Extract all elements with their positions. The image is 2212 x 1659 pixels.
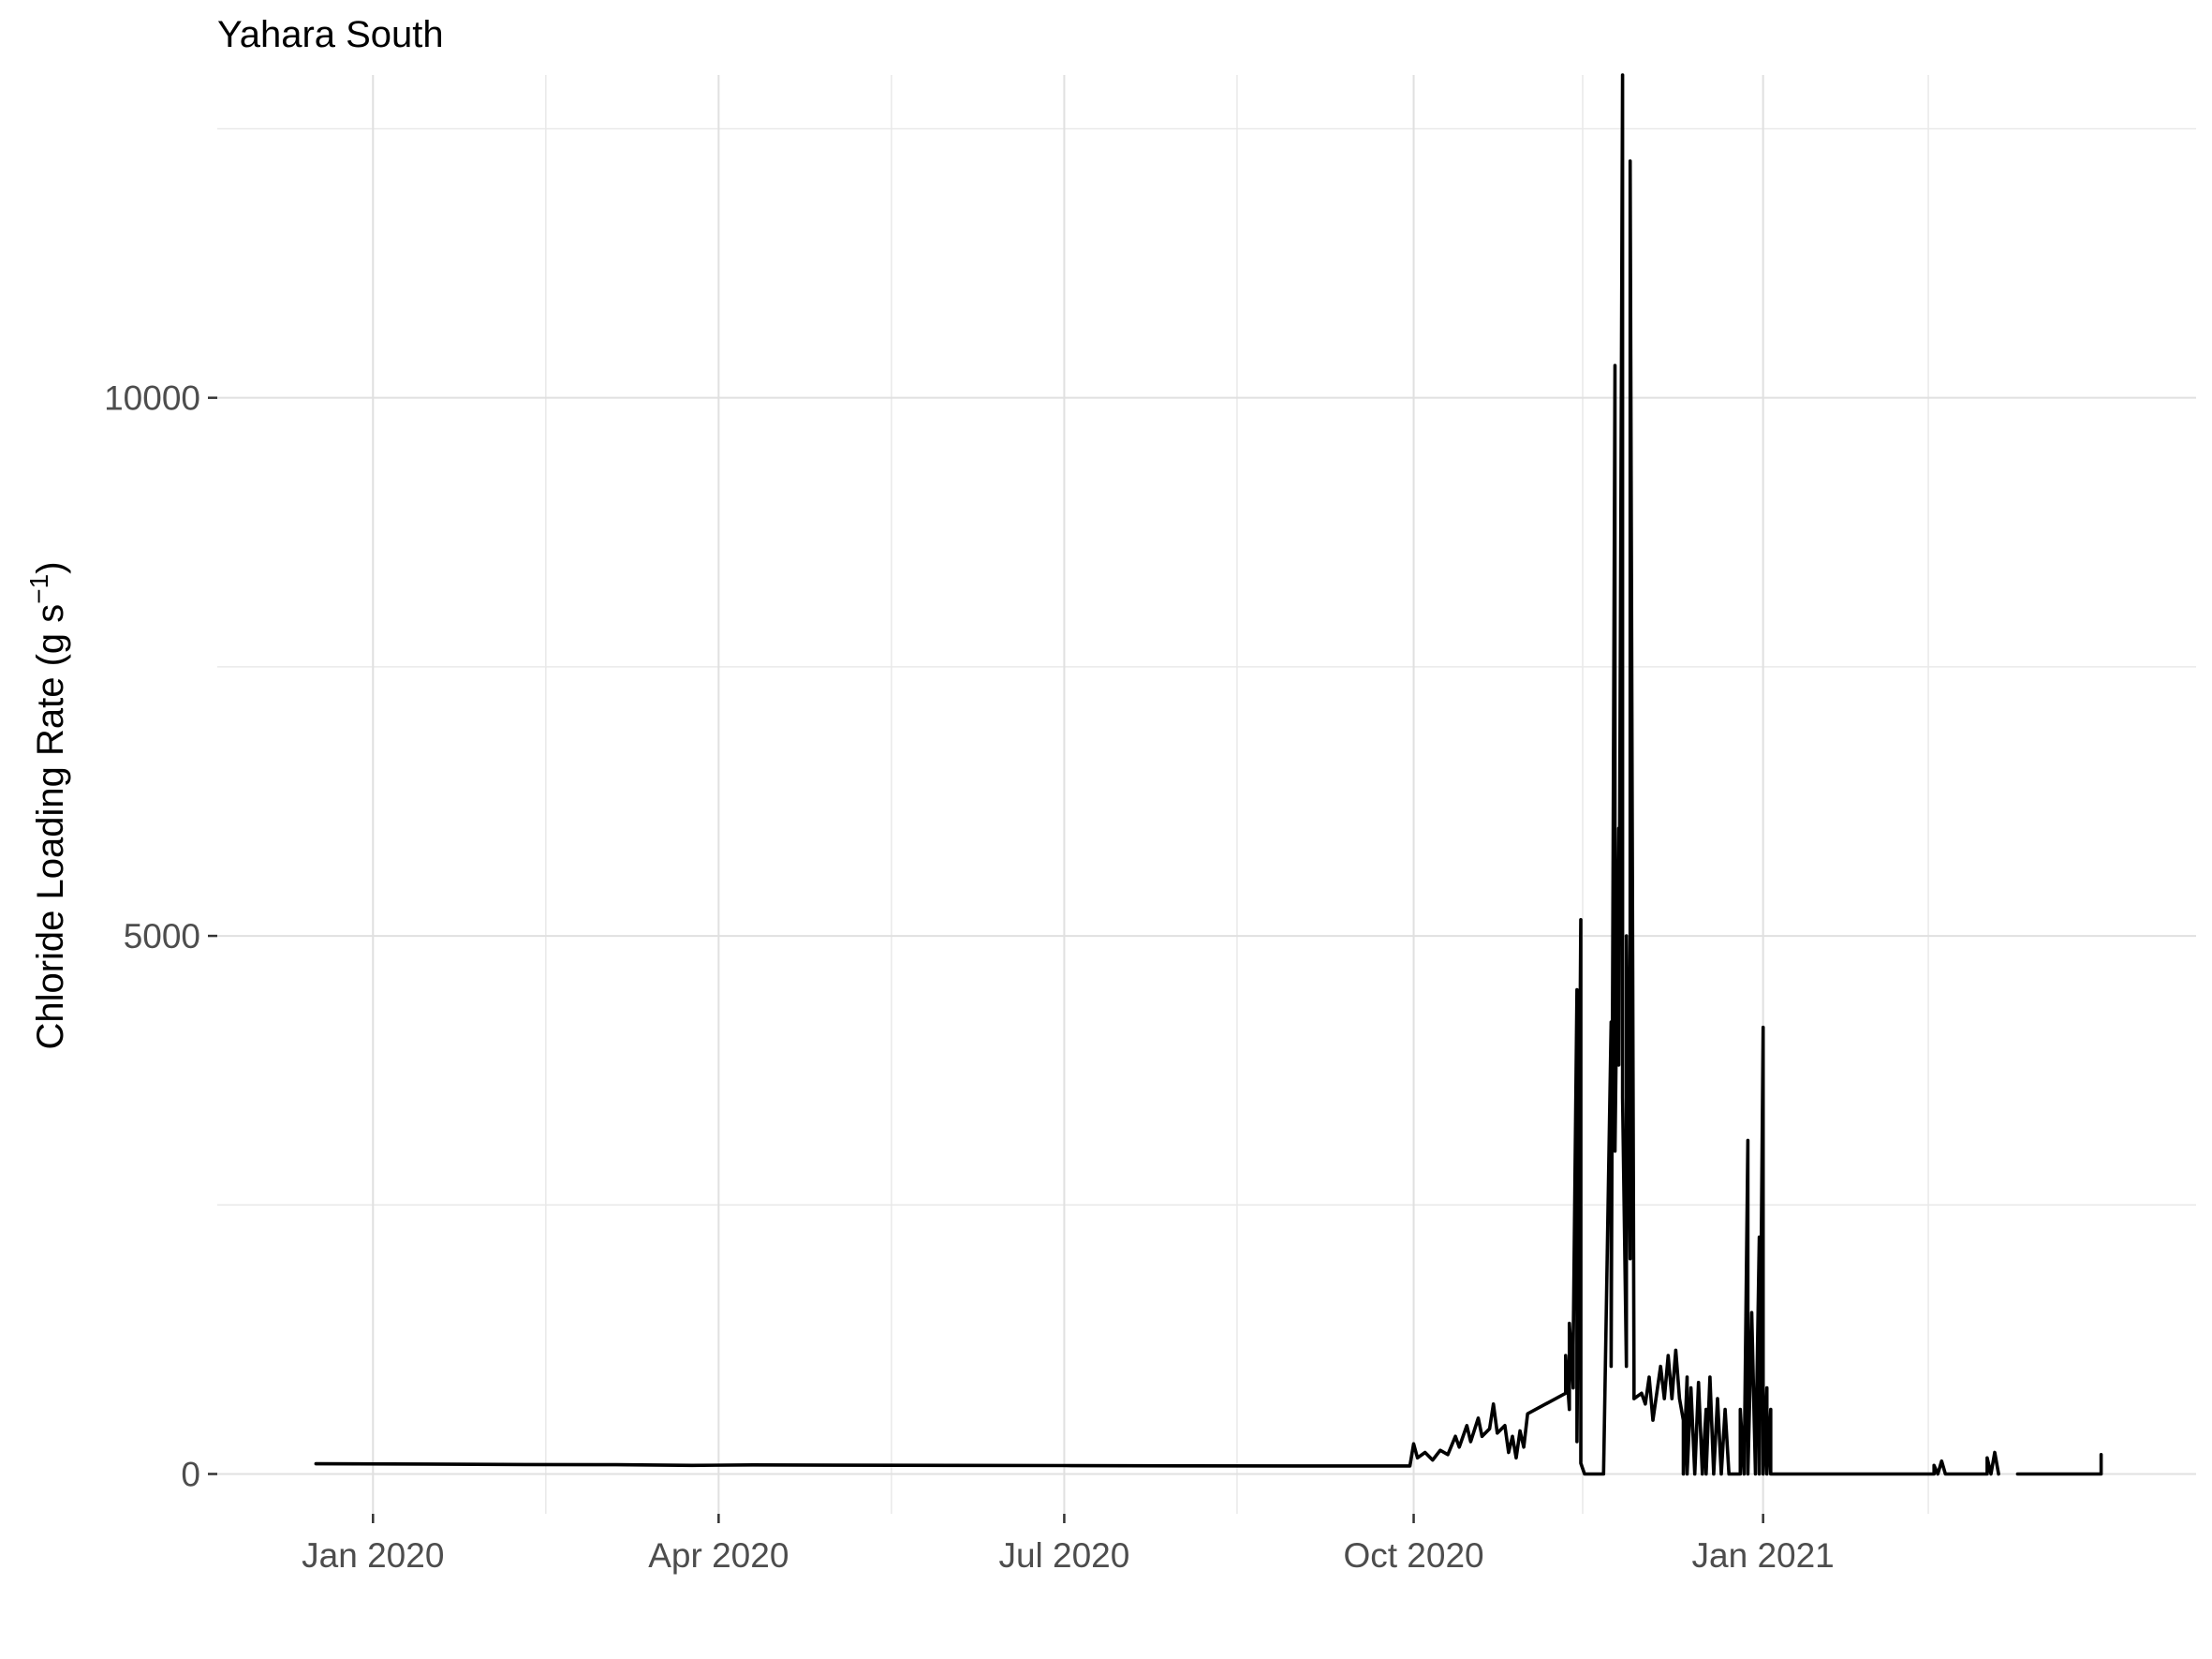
series-line: [314, 73, 2000, 1476]
y-tick-label: 0: [181, 1455, 200, 1493]
series-layer: [314, 73, 2103, 1476]
x-tick-label: Jul 2020: [998, 1536, 1129, 1575]
y-axis-title-superscript: −1: [24, 574, 53, 604]
y-axis-title: Chloride Loading Rate (g s−1): [24, 561, 71, 1049]
x-tick-label: Jan 2020: [302, 1536, 444, 1575]
y-tick-label: 5000: [124, 917, 200, 955]
series-line: [2015, 1453, 2103, 1476]
chart-title: Yahara South: [217, 14, 444, 55]
y-axis-title-close: ): [30, 561, 71, 573]
y-tick-label: 10000: [104, 379, 200, 418]
x-tick-label: Jan 2021: [1692, 1536, 1835, 1575]
x-tick-label: Oct 2020: [1343, 1536, 1483, 1575]
y-axis-title-main: Chloride Loading Rate (g s: [30, 604, 71, 1050]
axes: 0 5000 10000 Jan 2020 Apr 2020 Jul 2020 Oct 20…: [104, 379, 1835, 1575]
grid-lines: [217, 75, 2196, 1514]
x-tick-label: Apr 2020: [648, 1536, 789, 1575]
